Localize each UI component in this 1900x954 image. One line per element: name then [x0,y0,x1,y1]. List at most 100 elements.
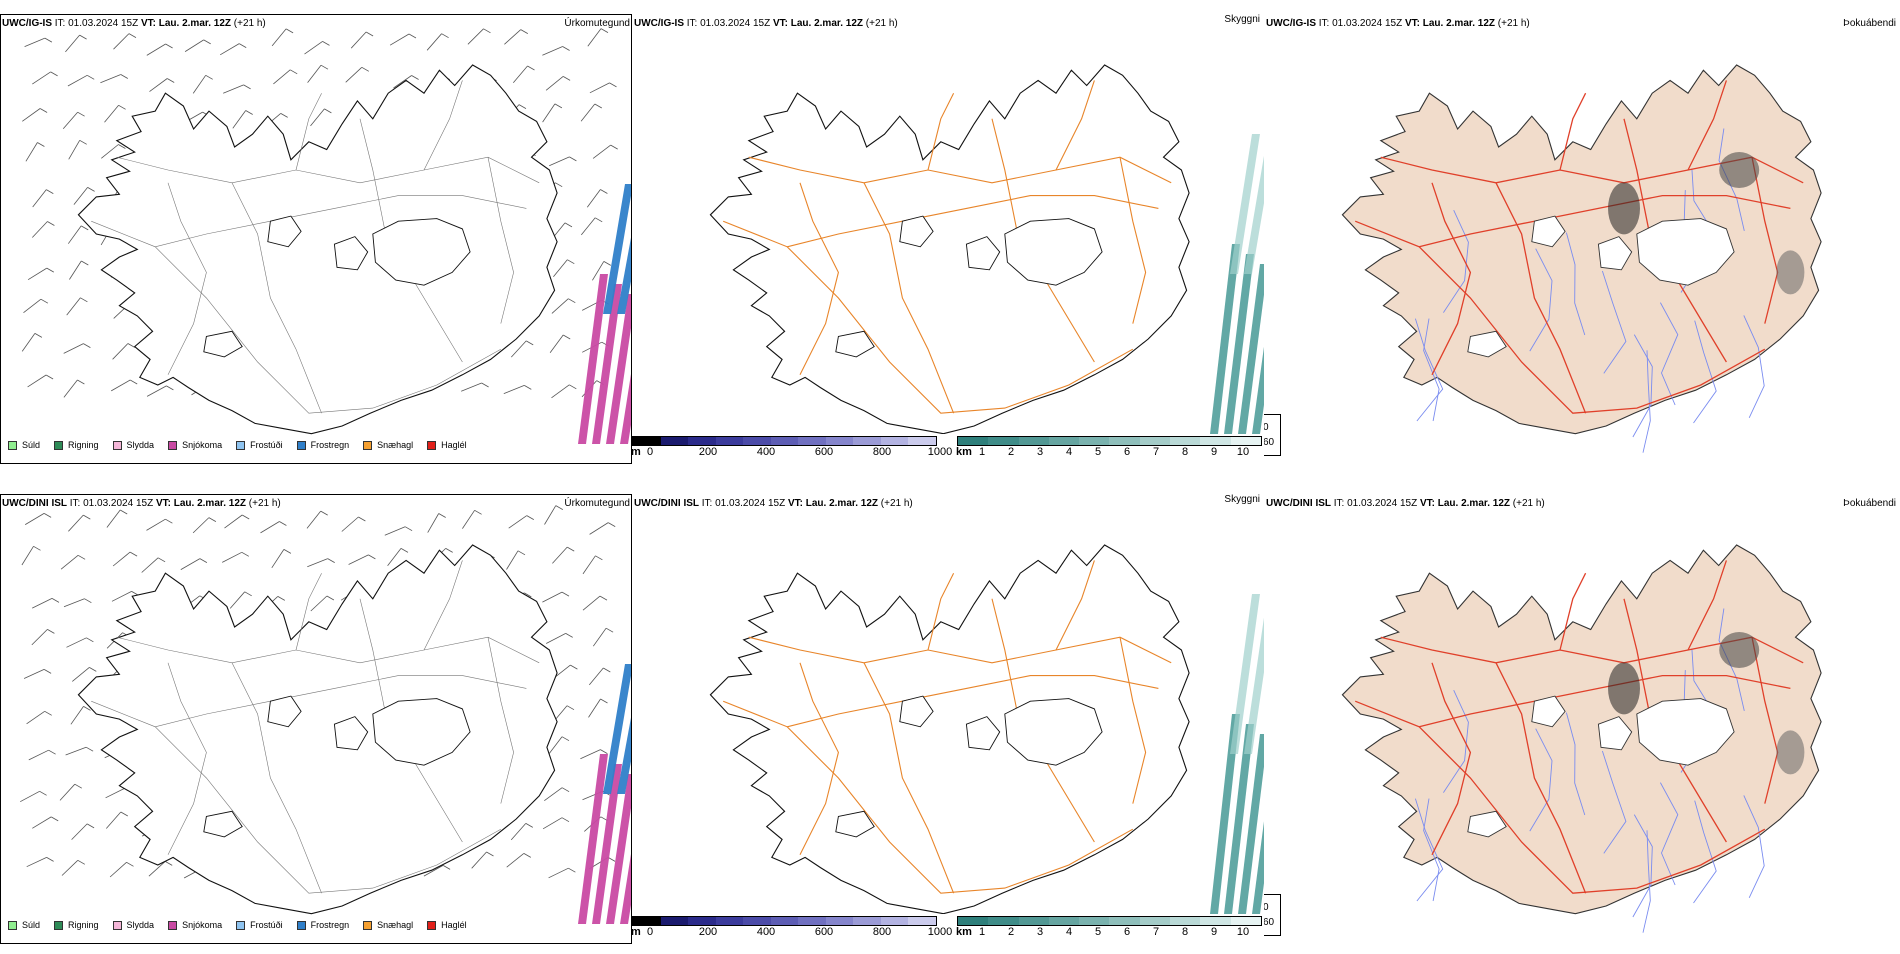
legend-label: Slydda [126,920,155,930]
colorbar-tick: 1 [978,926,986,938]
legend-item: Slydda [112,440,155,450]
panel-title: UWC/DINI ISL IT: 01.03.2024 15Z VT: Lau.… [634,498,913,509]
panel-title: UWC/IG-IS IT: 01.03.2024 15Z VT: Lau. 2.… [634,18,898,29]
colorbar-unit: km [956,446,972,458]
precip-map [21,28,632,444]
colorbar-tick: 3 [1036,926,1044,938]
panel-name: Þokuábendi [1843,498,1896,509]
colorbar-tick: 200 [698,446,718,458]
visibility-colorbar: 1 2 3 4 5 6 7 8 9 10 km [956,436,1262,460]
legend-item: Frostregn [296,920,350,930]
fog-legend: 0 60 [1264,414,1282,456]
legend-label: Snæhagl [377,440,414,450]
legend-item: Súld [8,920,40,930]
legend-swatch [54,920,64,930]
visibility-map [709,544,1264,914]
colorbar-tick: 400 [756,926,776,938]
fog-patches [1608,632,1805,775]
legend-label: Rigning [68,440,99,450]
panel-title: UWC/DINI ISL IT: 01.03.2024 15Z VT: Lau.… [1266,498,1545,509]
colorbar-tick: 600 [814,926,834,938]
fog-legend-item: 60 [1264,916,1274,929]
colorbar-tick: 1000 [927,926,953,938]
legend-swatch [168,440,178,450]
precip-type-panel: UWC/DINI ISL IT: 01.03.2024 15Z VT: Lau.… [0,494,632,944]
legend-swatch [236,440,246,450]
colorbar-tick: 10 [1236,926,1250,938]
panel-name: Skyggni [1224,14,1260,25]
colorbar-tick: 1000 [927,446,953,458]
precip-legend: Súld Rigning Slydda Snjókoma Frostúði Fr… [8,440,481,450]
fog-legend-item: 0 [1264,421,1274,434]
legend-item: Rigning [54,440,99,450]
colorbar-tick: 8 [1181,926,1189,938]
fog-legend-label: 60 [1264,437,1275,448]
panel-title: UWC/DINI ISL IT: 01.03.2024 15Z VT: Lau.… [2,498,281,509]
legend-swatch [8,920,17,930]
colorbar-tick: 2 [1007,926,1015,938]
legend-label: Frostregn [310,920,350,930]
legend-label: Snjókoma [182,920,223,930]
colorbar-tick: 10 [1236,446,1250,458]
legend-item: Frostúði [236,440,283,450]
height-colorbar: 0 200 400 600 800 1000 m [632,436,952,460]
precip-snow-band [578,754,632,924]
colorbar-tick: 3 [1036,446,1044,458]
colorbar-unit: km [956,926,972,938]
legend-item: Snjókoma [168,920,222,930]
colorbar-tick: 800 [872,926,892,938]
colorbar-tick: 400 [756,446,776,458]
legend-label: Frostregn [310,440,350,450]
colorbar-tick: 200 [698,926,718,938]
colorbar-tick: 5 [1094,446,1102,458]
legend-item: Haglél [427,440,467,450]
colorbar-tick: 0 [646,926,654,938]
legend-label: Frostúði [250,920,283,930]
legend-swatch [363,920,373,930]
colorbar-tick: 0 [646,446,654,458]
legend-swatch [363,440,373,450]
legend-swatch [54,440,64,450]
legend-swatch [168,920,178,930]
colorbar-tick: 6 [1123,446,1131,458]
fog-legend-label: 0 [1264,422,1269,433]
legend-label: Snæhagl [377,920,414,930]
colorbar-tick: 5 [1094,926,1102,938]
legend-swatch [296,920,306,930]
legend-swatch [296,440,306,450]
legend-swatch [236,920,246,930]
legend-item: Snæhagl [363,440,413,450]
legend-item: Rigning [54,920,99,930]
legend-item: Snæhagl [363,920,413,930]
colorbar-tick: 600 [814,446,834,458]
panel-name: Skyggni [1224,494,1260,505]
legend-item: Haglél [427,920,467,930]
legend-swatch [8,440,17,450]
legend-label: Frostúði [250,440,283,450]
legend-label: Súld [22,440,41,450]
colorbar-tick: 4 [1065,926,1073,938]
colorbar-tick: 9 [1210,446,1218,458]
colorbar-tick: 8 [1181,446,1189,458]
precip-map [20,505,632,924]
legend-label: Súld [22,920,41,930]
fog-legend-label: 60 [1264,917,1275,928]
height-colorbar: 0 200 400 600 800 1000 m [632,916,952,940]
fog-panel: UWC/DINI ISL IT: 01.03.2024 15Z VT: Lau.… [1264,494,1900,954]
legend-swatch [112,440,122,450]
legend-swatch [427,440,437,450]
panel-name: Þokuábendi [1843,18,1896,29]
fog-patches [1608,152,1805,295]
panel-name: Úrkomutegund [564,18,630,29]
fog-panel: UWC/IG-IS IT: 01.03.2024 15Z VT: Lau. 2.… [1264,14,1900,474]
fog-legend: 0 60 [1264,894,1282,936]
colorbar-unit: m [632,926,641,938]
visibility-streaks [1210,134,1264,434]
visibility-panel: UWC/IG-IS IT: 01.03.2024 15Z VT: Lau. 2.… [632,14,1264,474]
precip-type-panel: UWC/IG-IS IT: 01.03.2024 15Z VT: Lau. 2.… [0,14,632,464]
legend-label: Slydda [126,440,155,450]
visibility-colorbar: 1 2 3 4 5 6 7 8 9 10 km [956,916,1262,940]
legend-item: Frostregn [296,440,350,450]
colorbar-tick: 800 [872,446,892,458]
colorbar-tick: 9 [1210,926,1218,938]
